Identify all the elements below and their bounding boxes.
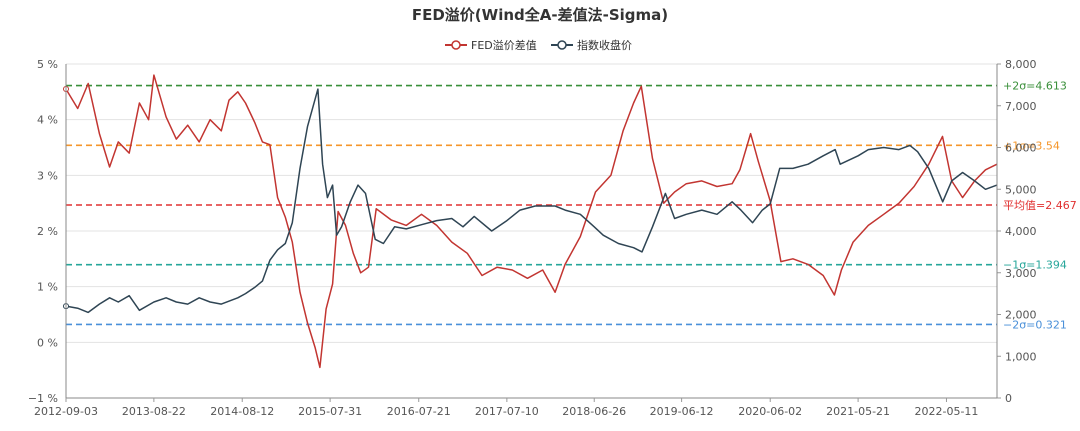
x-tick-label: 2016-07-21	[387, 405, 451, 418]
series-layer	[63, 74, 998, 369]
y-right-tick-label: 1,000	[1005, 350, 1037, 363]
y-right-tick-label: 0	[1005, 392, 1012, 405]
reference-lines: +2σ=4.613 +1σ=3.54 平均值=2.467 −1σ=1.394 −2σ=0…	[66, 80, 1077, 331]
gridlines	[66, 63, 997, 399]
x-tick-label: 2018-06-26	[562, 405, 626, 418]
y-right-tick-label: 2,000	[1005, 309, 1037, 322]
reference-line-label: +2σ=4.613	[1003, 80, 1067, 93]
legend-marker-index	[557, 40, 567, 50]
y-left-tick-label: 1 %	[37, 281, 58, 294]
reference-line-label: −1σ=1.394	[1003, 259, 1067, 272]
axes: −1 % 0 % 1 % 2 % 3 % 4 % 5 % 0 1,000 2,000 3,000 4,…	[28, 58, 1037, 418]
x-tick-label: 2021-05-21	[826, 405, 890, 418]
reference-line-label: 平均值=2.467	[1003, 199, 1077, 212]
x-tick-label: 2017-07-10	[475, 405, 539, 418]
series-line-fed-premium	[65, 74, 998, 369]
legend-marker-fed	[451, 40, 461, 50]
x-tick-label: 2022-05-11	[914, 405, 978, 418]
y-right-tick-label: 3,000	[1005, 267, 1037, 280]
reference-line-label: −2σ=0.321	[1003, 318, 1067, 331]
y-left-tick-label: 0 %	[37, 336, 58, 349]
y-left-tick-label: 4 %	[37, 114, 58, 127]
x-tick-label: 2019-06-12	[650, 405, 714, 418]
x-tick-label: 2020-06-02	[738, 405, 802, 418]
x-tick-label: 2012-09-03	[34, 405, 98, 418]
reference-line-label: +1σ=3.54	[1003, 139, 1060, 152]
y-right-tick-label: 6,000	[1005, 142, 1037, 155]
legend[interactable]: FED溢价差值 指数收盘价	[445, 38, 632, 52]
y-right-tick-label: 5,000	[1005, 183, 1037, 196]
legend-label-fed: FED溢价差值	[471, 38, 537, 52]
y-left-tick-label: 3 %	[37, 169, 58, 182]
y-right-tick-label: 7,000	[1005, 100, 1037, 113]
legend-item-index[interactable]: 指数收盘价	[551, 38, 632, 52]
series-line-index-close	[65, 88, 998, 314]
y-left-tick-label: 5 %	[37, 58, 58, 71]
y-left-tick-label: 2 %	[37, 225, 58, 238]
y-left-tick-label: −1 %	[28, 392, 58, 405]
y-right-tick-label: 8,000	[1005, 58, 1037, 71]
legend-label-index: 指数收盘价	[577, 38, 632, 52]
y-right-tick-label: 4,000	[1005, 225, 1037, 238]
chart-title: FED溢价(Wind全A-差值法-Sigma)	[412, 6, 668, 24]
x-tick-label: 2015-07-31	[298, 405, 362, 418]
x-tick-label: 2013-08-22	[122, 405, 186, 418]
legend-item-fed[interactable]: FED溢价差值	[445, 38, 537, 52]
x-tick-label: 2014-08-12	[210, 405, 274, 418]
